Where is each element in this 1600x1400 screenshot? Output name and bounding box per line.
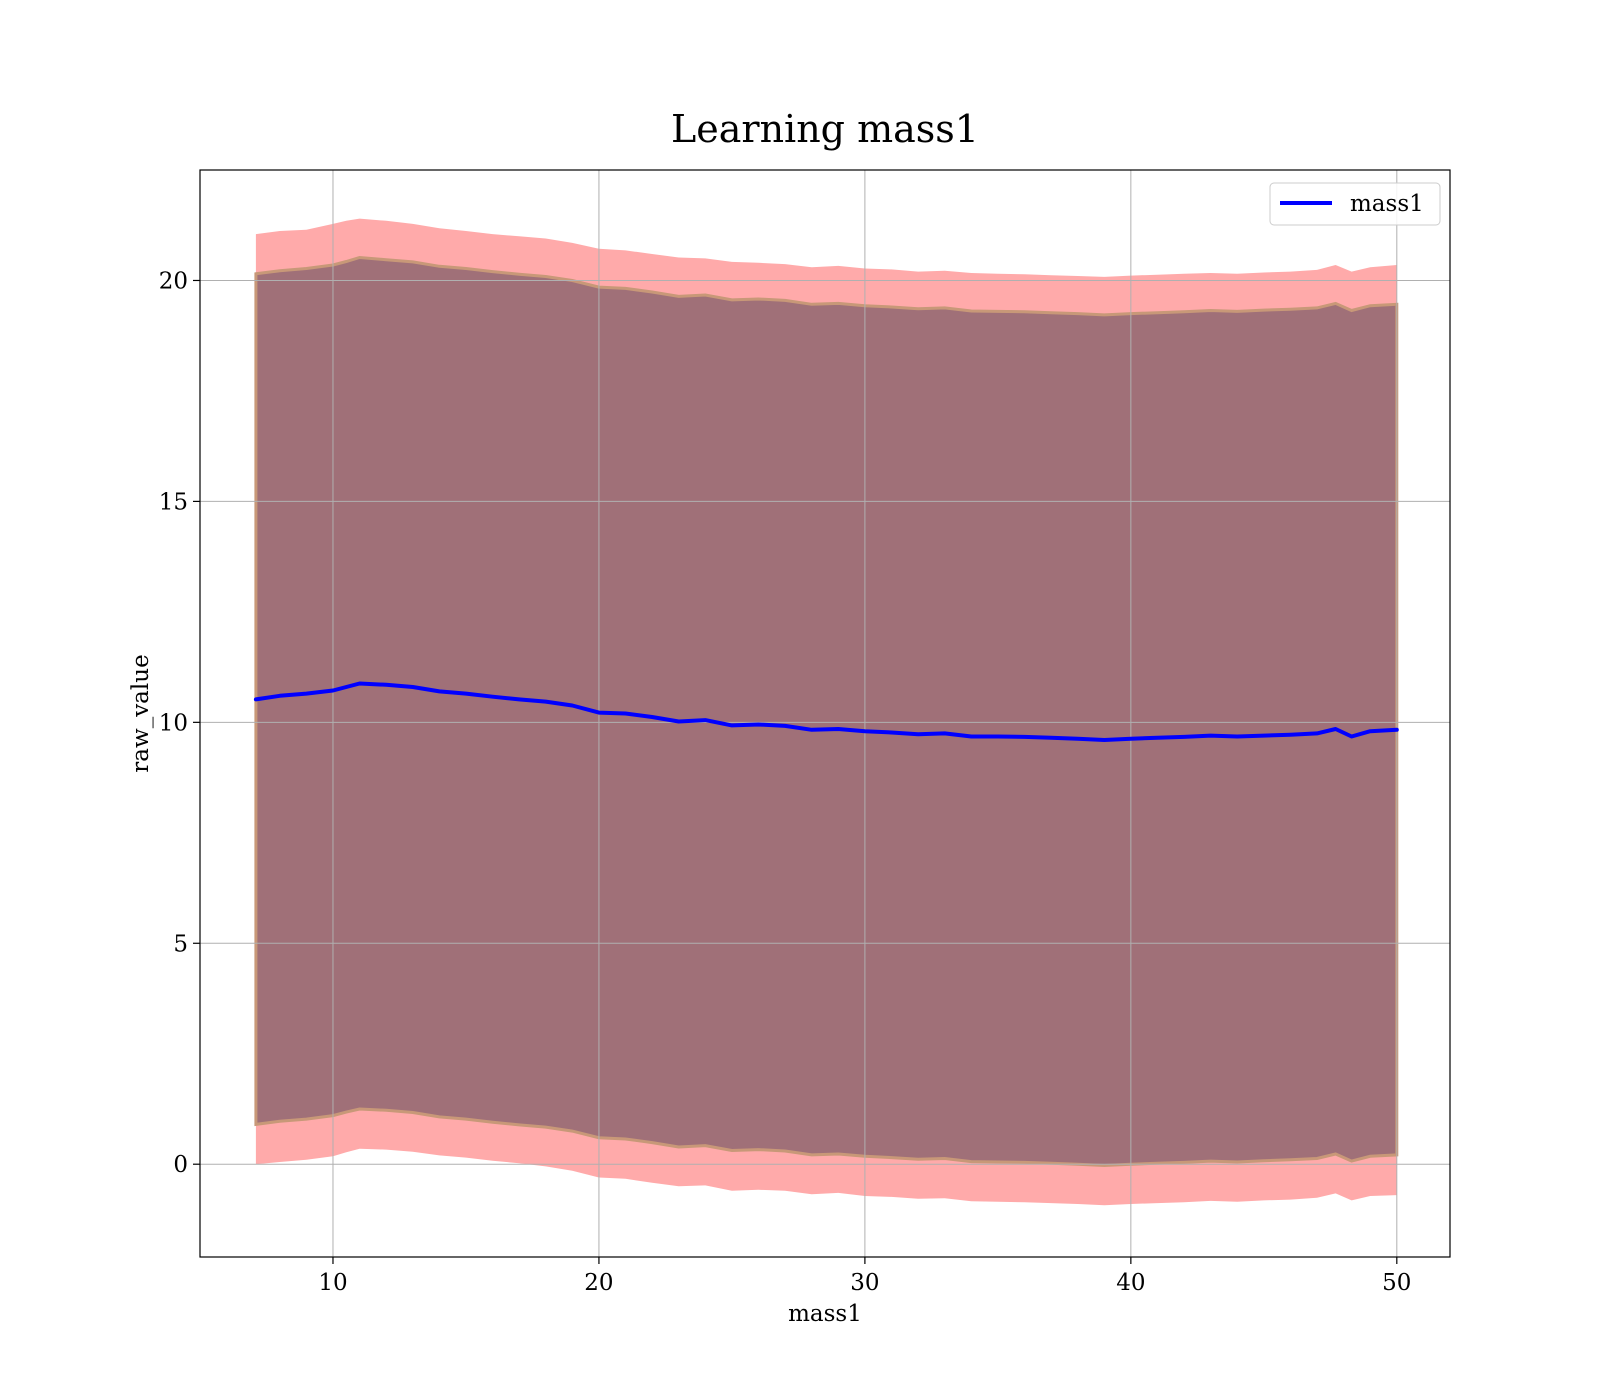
- x-tick-label: 20: [584, 1270, 613, 1296]
- y-tick-label: 10: [159, 710, 188, 736]
- x-tick-label: 10: [318, 1270, 347, 1296]
- x-tick-label: 40: [1116, 1270, 1145, 1296]
- legend: mass1: [1269, 182, 1441, 226]
- x-axis-label: mass1: [788, 1301, 862, 1327]
- y-axis-label: raw_value: [128, 654, 154, 772]
- legend-label-mass1: mass1: [1350, 191, 1424, 217]
- x-tick-label: 50: [1382, 1270, 1411, 1296]
- legend-box: [1269, 182, 1441, 226]
- y-tick-label: 0: [173, 1152, 188, 1178]
- x-tick-label: 30: [850, 1270, 879, 1296]
- chart-title: Learning mass1: [671, 107, 979, 151]
- series-line-mass1: [253, 681, 1399, 742]
- bands-layer: [254, 218, 1399, 1206]
- ticks-layer: 10 20 30 40 50 0 5 10 15 20: [159, 268, 1412, 1296]
- line-layer: [253, 681, 1399, 742]
- inner-band: [254, 255, 1399, 1168]
- y-tick-label: 15: [159, 489, 188, 515]
- y-tick-label: 20: [159, 268, 188, 294]
- grid-layer: [200, 170, 1450, 1257]
- plot-frame: [199, 169, 1451, 1258]
- y-tick-label: 5: [173, 931, 188, 957]
